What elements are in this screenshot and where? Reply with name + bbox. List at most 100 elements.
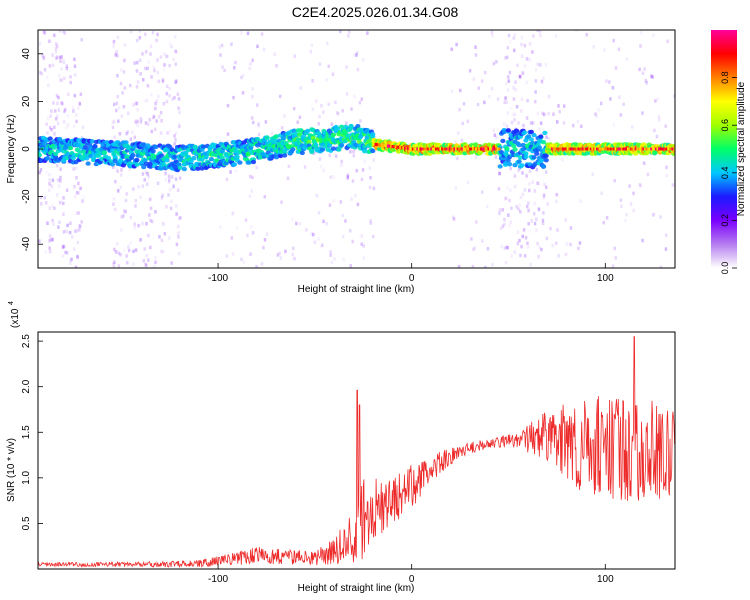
- speckle: [71, 105, 75, 110]
- speckle: [518, 75, 522, 79]
- speckle: [54, 46, 58, 51]
- speckle: [48, 64, 52, 68]
- speckle: [134, 198, 138, 203]
- strong-line-cell: [425, 147, 428, 151]
- strong-line-cell: [380, 143, 383, 147]
- speckle: [165, 99, 169, 104]
- ridge-blob: [231, 162, 238, 167]
- ridge-blob: [299, 150, 305, 156]
- speckle: [152, 115, 155, 120]
- speckle: [452, 217, 456, 221]
- speckle: [613, 246, 617, 251]
- strong-line-cell: [481, 147, 484, 151]
- speckle: [172, 184, 175, 189]
- speckle: [250, 116, 254, 120]
- strong-line-cell: [487, 147, 490, 151]
- speckle: [653, 128, 656, 133]
- speckle: [538, 245, 542, 250]
- strong-line-cell: [411, 147, 414, 151]
- speckle: [508, 39, 512, 44]
- speckle: [244, 218, 248, 222]
- speckle: [48, 172, 51, 177]
- speckle: [466, 119, 470, 124]
- strong-line-cell: [602, 147, 605, 151]
- strong-line-cell: [439, 147, 442, 151]
- speckle: [451, 215, 455, 219]
- speckle: [527, 208, 530, 213]
- speckle: [66, 113, 70, 118]
- speckle: [535, 181, 539, 186]
- strong-line-cell: [456, 147, 459, 151]
- speckle: [605, 215, 609, 220]
- speckle: [177, 106, 180, 110]
- speckle: [135, 85, 139, 89]
- speckle: [652, 213, 655, 217]
- strong-line-cell: [642, 147, 645, 151]
- speckle: [512, 97, 516, 101]
- speckle: [554, 34, 558, 38]
- speckle: [178, 176, 182, 180]
- speckle: [544, 62, 548, 67]
- ridge-blob: [141, 142, 147, 147]
- strong-line-cell: [636, 147, 639, 151]
- speckle: [652, 33, 655, 38]
- speckle: [112, 202, 115, 206]
- speckle: [369, 175, 372, 180]
- speckle: [72, 124, 76, 128]
- speckle: [363, 159, 367, 164]
- ridge-blob: [130, 153, 136, 158]
- speckle: [597, 108, 600, 112]
- speckle: [355, 168, 359, 173]
- speckle: [535, 167, 539, 172]
- speckle: [50, 109, 53, 113]
- speckle: [257, 123, 260, 128]
- speckle: [506, 88, 510, 92]
- speckle: [144, 66, 147, 71]
- speckle: [149, 196, 152, 201]
- speckle: [349, 264, 352, 268]
- speckle: [49, 183, 53, 188]
- speckle: [153, 68, 156, 73]
- speckle: [350, 197, 353, 201]
- speckle: [486, 247, 490, 251]
- speckle: [585, 32, 588, 37]
- speckle: [242, 260, 246, 264]
- speckle: [361, 168, 365, 172]
- ridge-blob: [584, 151, 590, 156]
- speckle: [643, 67, 646, 71]
- speckle: [504, 96, 507, 100]
- strong-line-cell: [386, 144, 390, 148]
- ridge-blob: [173, 159, 179, 164]
- speckle: [507, 75, 510, 79]
- speckle: [65, 188, 69, 192]
- speckle: [69, 261, 72, 266]
- speckle: [42, 156, 45, 161]
- speckle: [515, 105, 519, 109]
- speckle: [168, 41, 172, 46]
- y-tick-label: 20: [21, 95, 32, 107]
- speckle: [519, 253, 522, 258]
- speckle: [542, 211, 545, 215]
- speckle: [491, 33, 494, 38]
- ridge-blob: [292, 131, 299, 137]
- speckle: [619, 113, 623, 117]
- speckle: [554, 241, 558, 246]
- speckle: [460, 138, 464, 143]
- speckle: [507, 213, 510, 217]
- speckle: [63, 76, 66, 81]
- speckle: [542, 76, 545, 81]
- speckle: [58, 179, 62, 183]
- speckle: [151, 30, 155, 35]
- speckle: [156, 32, 159, 37]
- speckle: [118, 131, 122, 136]
- speckle: [111, 120, 115, 125]
- speckle: [65, 125, 68, 130]
- speckle: [55, 55, 59, 59]
- speckle: [56, 101, 59, 106]
- x-tick-label: 0: [409, 273, 415, 284]
- speckle: [329, 175, 333, 179]
- speckle: [275, 64, 278, 68]
- strong-line-cell: [377, 143, 380, 147]
- speckle: [119, 228, 123, 232]
- speckle: [69, 75, 72, 79]
